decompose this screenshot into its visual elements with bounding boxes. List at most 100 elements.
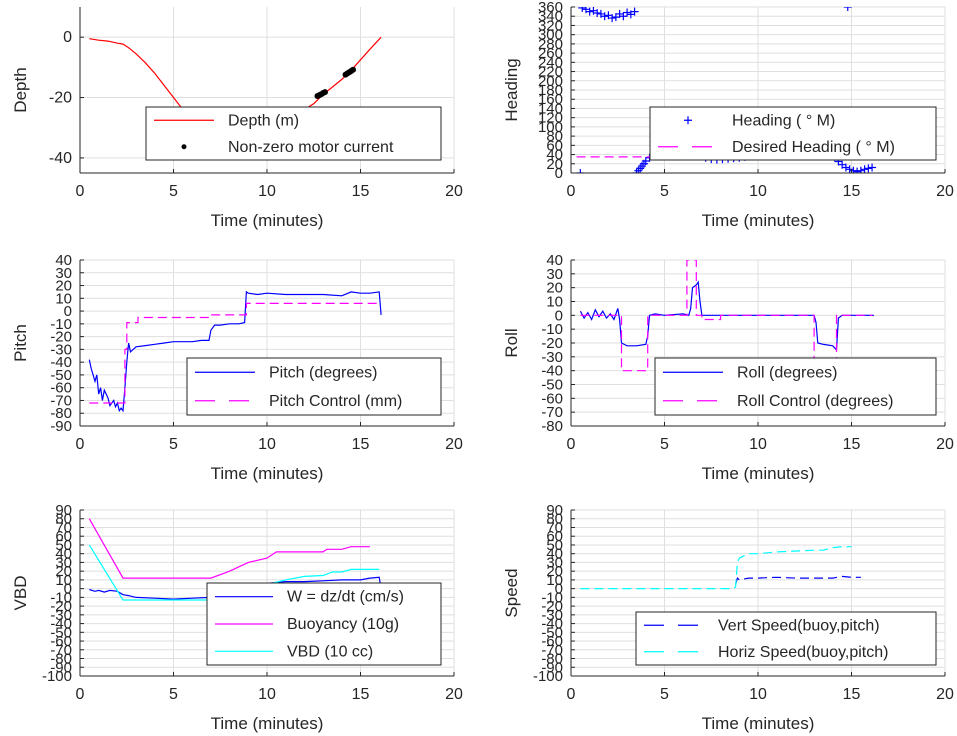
chart-heading: 0 5 10 15 2002040608010012014016018020022024… (502, 0, 954, 230)
chart-depth: 0 5 10 15 20 -40 -20 0 Time (minutes) Depth Depth … (11, 7, 463, 230)
y-tick-label: -20 (50, 598, 72, 615)
x-axis-label: Time (minutes) (211, 714, 324, 733)
y-axis-label: VBD (11, 576, 30, 611)
series-pitch-0 (88, 290, 382, 413)
y-tick-label: 0 (63, 29, 72, 46)
y-tick-label: 30 (55, 265, 72, 282)
x-tick-label: 20 (445, 436, 463, 453)
legend-label: VBD (10 cc) (287, 643, 373, 660)
y-tick-label: 0 (64, 581, 72, 598)
y-tick-label: -10 (50, 316, 72, 333)
x-tick-label: 15 (843, 183, 861, 200)
heading-point (843, 7, 852, 11)
y-tick-label: 0 (555, 307, 563, 324)
y-tick-label: -30 (50, 341, 72, 358)
y-tick-label: -20 (50, 329, 72, 346)
y-tick-label: -30 (50, 607, 72, 624)
legend: Roll (degrees) Roll Control (degrees) (654, 357, 937, 416)
heading-point (853, 167, 862, 173)
y-tick-label: -80 (50, 651, 72, 668)
heading-point (619, 12, 628, 21)
legend-box (635, 611, 937, 666)
y-tick-label: 10 (55, 572, 72, 589)
y-tick-label: -60 (541, 633, 563, 650)
y-tick-label: 140 (538, 100, 563, 117)
y-tick-label: 50 (55, 537, 72, 554)
heading-point (593, 8, 602, 17)
y-tick-label: -60 (50, 633, 72, 650)
y-tick-label: 320 (538, 17, 563, 34)
y-tick-label: 20 (546, 156, 563, 173)
y-axis-label: Roll (502, 328, 521, 357)
legend-swatch (181, 144, 187, 150)
y-tick-label: -50 (50, 367, 72, 384)
legend-label: Horiz Speed(buoy,pitch) (718, 644, 888, 661)
x-tick-label: 0 (567, 183, 576, 200)
series-group (580, 546, 861, 590)
y-tick-label: -50 (541, 624, 563, 641)
y-tick-label: -20 (49, 90, 72, 107)
y-tick-label: -80 (541, 418, 563, 435)
y-tick-label: -100 (42, 668, 72, 685)
heading-point (860, 165, 869, 173)
legend: Vert Speed(buoy,pitch) Horiz Speed(buoy,p… (635, 611, 937, 666)
x-tick-label: 15 (843, 436, 861, 453)
legend: Heading ( ° M) Desired Heading ( ° M) (649, 106, 937, 161)
y-tick-label: 180 (538, 82, 563, 99)
heading-point (576, 169, 585, 173)
heading-point (864, 164, 873, 173)
y-tick-label: -80 (50, 405, 72, 422)
y-tick-label: -60 (50, 380, 72, 397)
y-tick-label: -50 (541, 377, 563, 394)
legend-box (186, 357, 442, 416)
y-tick-label: 100 (538, 119, 563, 136)
series-speed-1 (580, 546, 852, 590)
legend-label: Pitch (degrees) (269, 364, 378, 381)
y-tick-label: -20 (541, 335, 563, 352)
y-tick-label: 340 (538, 8, 563, 25)
y-tick-label: 280 (538, 36, 563, 53)
y-tick-label: -40 (541, 616, 563, 633)
y-axis-label: Pitch (11, 324, 30, 362)
legend-label: Buoyancy (10g) (287, 616, 399, 633)
legend-box (145, 106, 442, 161)
y-tick-label: -70 (541, 404, 563, 421)
x-tick-label: 10 (258, 686, 276, 703)
chart-vbd: 0 5 10 15 20-100-90-80-70-60-50-40-30-20-100… (11, 502, 463, 733)
y-tick-label: 20 (546, 280, 563, 297)
y-axis-label: Heading (502, 58, 521, 121)
series-vbd-1 (88, 518, 370, 579)
series-vbd-0 (89, 576, 382, 600)
x-tick-label: 5 (660, 436, 669, 453)
legend-label: Heading ( ° M) (732, 112, 835, 129)
y-tick-label: -20 (541, 598, 563, 615)
y-tick-label: 200 (538, 73, 563, 90)
x-axis-label: Time (minutes) (702, 464, 815, 483)
x-axis-label: Time (minutes) (211, 464, 324, 483)
x-tick-label: 20 (445, 183, 463, 200)
x-tick-label: 15 (352, 183, 370, 200)
x-tick-label: 5 (660, 686, 669, 703)
x-tick-label: 10 (749, 183, 767, 200)
legend-box (649, 106, 937, 161)
heading-point (608, 14, 617, 23)
x-tick-label: 20 (936, 686, 954, 703)
y-tick-label: 70 (55, 519, 72, 536)
legend-label: Depth (m) (228, 112, 299, 129)
y-tick-label: -80 (541, 651, 563, 668)
y-tick-label: 240 (538, 54, 563, 71)
motor-current-point (350, 66, 357, 73)
x-tick-label: 0 (76, 686, 85, 703)
y-tick-label: 300 (538, 27, 563, 44)
y-tick-label: 40 (55, 546, 72, 563)
y-axis-label: Speed (502, 568, 521, 617)
legend-label: Roll (degrees) (737, 364, 837, 381)
y-tick-label: -40 (49, 150, 72, 167)
y-tick-label: -90 (541, 659, 563, 676)
y-tick-label: 160 (538, 91, 563, 108)
y-tick-label: -70 (50, 642, 72, 659)
series-group (88, 290, 382, 413)
legend-label: Desired Heading ( ° M) (732, 139, 895, 156)
y-tick-label: 30 (546, 266, 563, 283)
x-tick-label: 0 (567, 436, 576, 453)
